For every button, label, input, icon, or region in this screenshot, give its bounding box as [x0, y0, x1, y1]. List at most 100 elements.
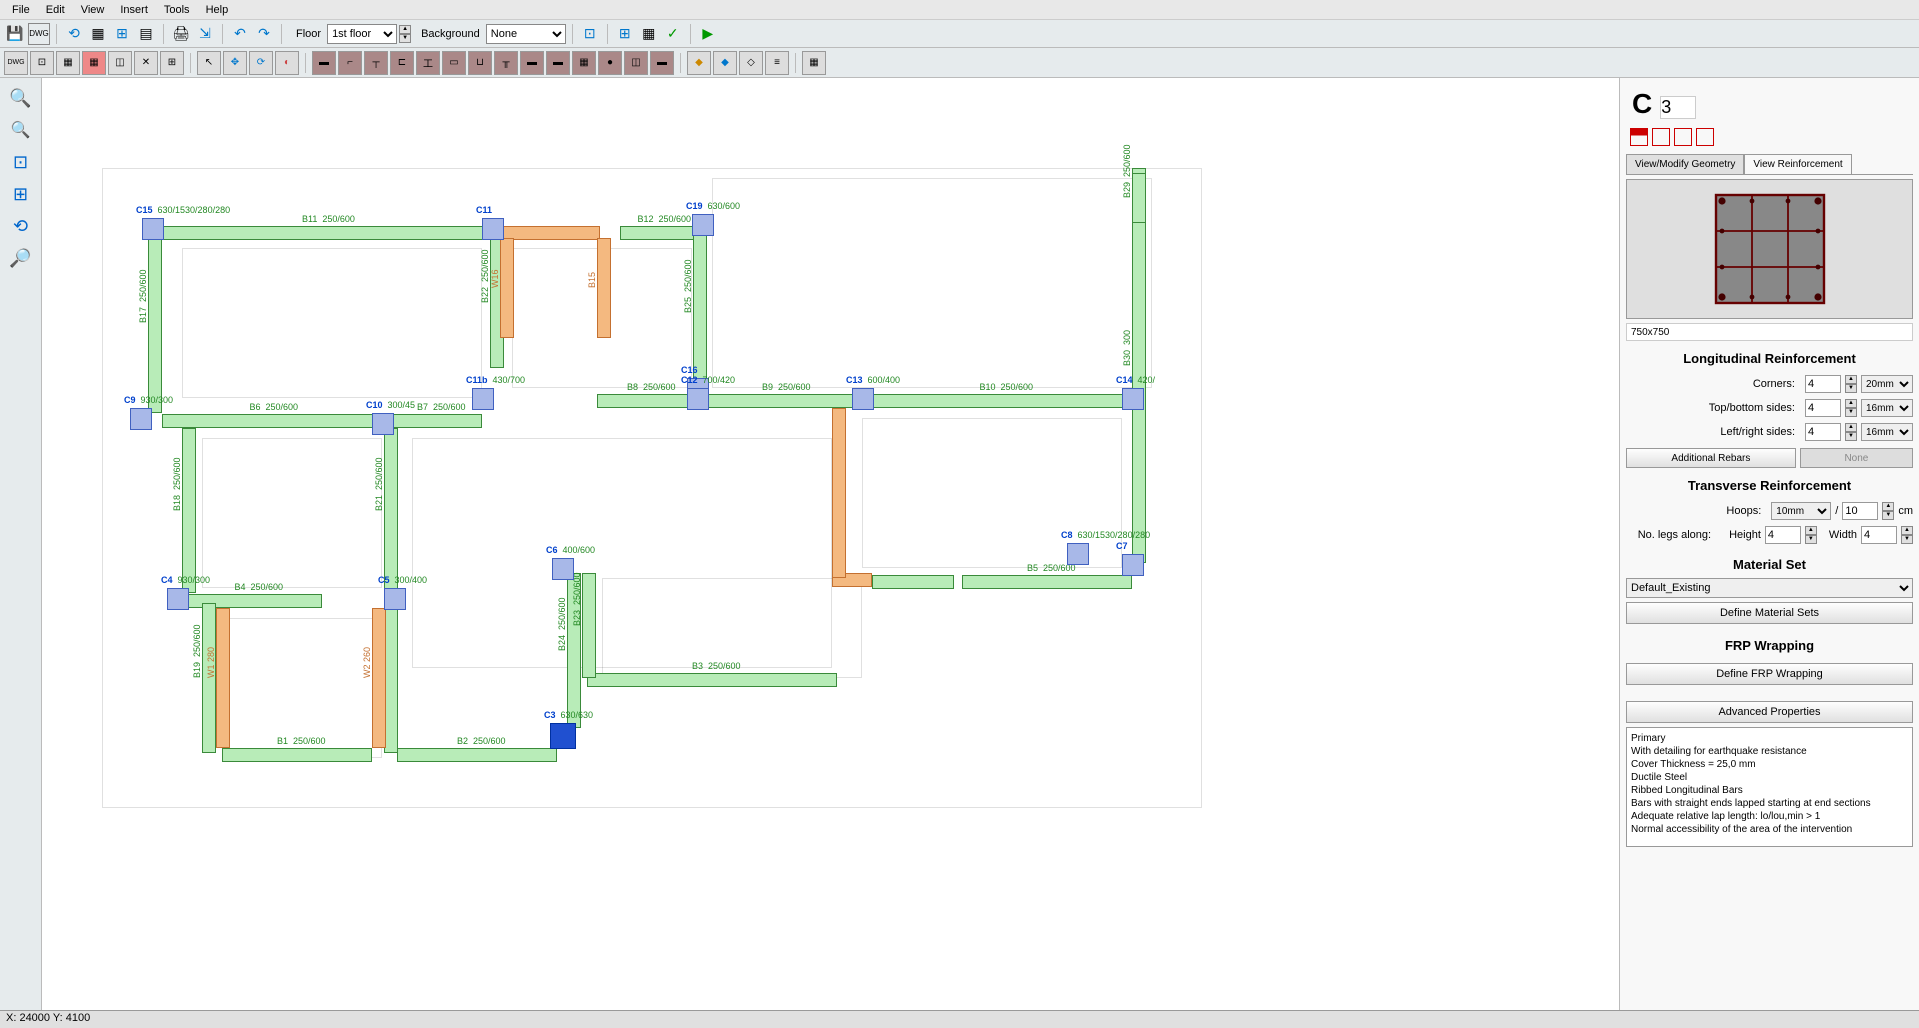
tool-3[interactable]: ▦	[56, 51, 80, 75]
toolbar-main: 💾 DWG ⟲ ▦ ⊞ ▤ 🖨 ⇲ ↶ ↷ Floor 1st floor ▲▼…	[0, 20, 1919, 48]
layers-icon[interactable]: ▦	[87, 23, 109, 45]
frp-title: FRP Wrapping	[1626, 638, 1913, 653]
long-reinf-title: Longitudinal Reinforcement	[1626, 351, 1913, 366]
legs-height-spinner[interactable]: ▲▼	[1805, 526, 1817, 544]
corners-spinner[interactable]: ▲▼	[1845, 375, 1857, 393]
menu-tools[interactable]: Tools	[156, 2, 198, 18]
grid-icon[interactable]: ⊞	[111, 23, 133, 45]
hoops-dia-select[interactable]: 10mm	[1771, 502, 1831, 520]
legs-width-input[interactable]	[1861, 526, 1897, 544]
zoom-in-icon[interactable]: 🔍	[3, 84, 39, 112]
tool-4[interactable]: ▦	[82, 51, 106, 75]
hatch-icon[interactable]: ▦	[802, 51, 826, 75]
menu-help[interactable]: Help	[198, 2, 237, 18]
orient-2-icon[interactable]	[1652, 128, 1670, 146]
section-u-icon[interactable]: ⊔	[468, 51, 492, 75]
tb-spinner[interactable]: ▲▼	[1845, 399, 1857, 417]
grid2-icon[interactable]: ⊞	[614, 23, 636, 45]
status-coords: X: 24000 Y: 4100	[6, 1012, 90, 1024]
section-cs-icon[interactable]: ◫	[624, 51, 648, 75]
section-i-icon[interactable]: 工	[416, 51, 440, 75]
canvas[interactable]: B11 250/600B12 250/600B6 250/600B7 250/6…	[42, 78, 1619, 1010]
stairs-icon[interactable]: ≡	[765, 51, 789, 75]
section-circ-icon[interactable]: ●	[598, 51, 622, 75]
define-material-button[interactable]: Define Material Sets	[1626, 602, 1913, 624]
legs-label: No. legs along:	[1638, 529, 1717, 541]
section-th-icon[interactable]: ▬	[650, 51, 674, 75]
tab-row: View/Modify Geometry View Reinforcement	[1626, 154, 1913, 175]
floor-select[interactable]: 1st floor	[327, 24, 397, 44]
element-number-input[interactable]	[1660, 96, 1696, 119]
dxf-icon[interactable]: DWG	[4, 51, 28, 75]
slab-icon[interactable]: ◆	[687, 51, 711, 75]
menu-view[interactable]: View	[73, 2, 113, 18]
section-cplx-icon[interactable]: ▦	[572, 51, 596, 75]
run-icon[interactable]: ▶	[697, 23, 719, 45]
define-frp-button[interactable]: Define FRP Wrapping	[1626, 663, 1913, 685]
background-select[interactable]: None	[486, 24, 566, 44]
section-h-icon[interactable]: ▬	[520, 51, 544, 75]
tool-5[interactable]: ◫	[108, 51, 132, 75]
menu-insert[interactable]: Insert	[112, 2, 156, 18]
menu-file[interactable]: File	[4, 2, 38, 18]
lr-spinner[interactable]: ▲▼	[1845, 423, 1857, 441]
hoops-spacing-input[interactable]	[1842, 502, 1878, 520]
orientation-icons	[1630, 128, 1909, 146]
rotate-icon[interactable]: ⟳	[249, 51, 273, 75]
dwg-icon[interactable]: DWG	[28, 23, 50, 45]
advanced-props-text: PrimaryWith detailing for earthquake res…	[1626, 727, 1913, 847]
zoom-prev-icon[interactable]: ⟲	[3, 212, 39, 240]
tab-reinforcement[interactable]: View Reinforcement	[1744, 154, 1851, 174]
sheet-icon[interactable]: ▤	[135, 23, 157, 45]
section-box-icon[interactable]: ▭	[442, 51, 466, 75]
section-rect-icon[interactable]: ▬	[312, 51, 336, 75]
menu-edit[interactable]: Edit	[38, 2, 73, 18]
section-tt-icon[interactable]: ╥	[494, 51, 518, 75]
zoom-window-icon[interactable]: ⊡	[3, 148, 39, 176]
slab2-icon[interactable]: ◆	[713, 51, 737, 75]
move-icon[interactable]: ✥	[223, 51, 247, 75]
section-z-icon[interactable]: ▬	[546, 51, 570, 75]
print-icon[interactable]: 🖨	[170, 23, 192, 45]
zoom-extents-icon[interactable]: ⊞	[3, 180, 39, 208]
tool-7[interactable]: ⊞	[160, 51, 184, 75]
tb-input[interactable]	[1805, 399, 1841, 417]
slab3-icon[interactable]: ◇	[739, 51, 763, 75]
hoops-spinner[interactable]: ▲▼	[1882, 502, 1894, 520]
view3d-icon[interactable]: ⊡	[579, 23, 601, 45]
additional-rebars-button[interactable]: Additional Rebars	[1626, 448, 1796, 468]
advanced-props-button[interactable]: Advanced Properties	[1626, 701, 1913, 723]
save-icon[interactable]: 💾	[4, 23, 26, 45]
orient-3-icon[interactable]	[1674, 128, 1692, 146]
select-icon[interactable]: ↖	[197, 51, 221, 75]
level-icon[interactable]: ▦	[638, 23, 660, 45]
refresh-icon[interactable]: ⟲	[63, 23, 85, 45]
section-dims-input[interactable]	[1626, 323, 1913, 341]
redo-icon[interactable]: ↷	[253, 23, 275, 45]
corners-dia-select[interactable]: 20mm	[1861, 375, 1913, 393]
floor-spinner[interactable]: ▲▼	[399, 25, 411, 43]
mirror-icon[interactable]: ◐	[275, 51, 299, 75]
orient-4-icon[interactable]	[1696, 128, 1714, 146]
corners-input[interactable]	[1805, 375, 1841, 393]
lr-input[interactable]	[1805, 423, 1841, 441]
tool-6[interactable]: ✕	[134, 51, 158, 75]
check-icon[interactable]: ✓	[662, 23, 684, 45]
zoom-all-icon[interactable]: 🔎	[3, 244, 39, 272]
tab-geometry[interactable]: View/Modify Geometry	[1626, 154, 1744, 174]
background-label: Background	[421, 28, 480, 40]
lr-dia-select[interactable]: 16mm	[1861, 423, 1913, 441]
undo-icon[interactable]: ↶	[229, 23, 251, 45]
export-icon[interactable]: ⇲	[194, 23, 216, 45]
material-select[interactable]: Default_Existing	[1626, 578, 1913, 598]
legs-height-input[interactable]	[1765, 526, 1801, 544]
legs-width-spinner[interactable]: ▲▼	[1901, 526, 1913, 544]
zoom-out-icon[interactable]: 🔍	[3, 116, 39, 144]
tb-dia-select[interactable]: 16mm	[1861, 399, 1913, 417]
tool-2[interactable]: ⊡	[30, 51, 54, 75]
section-c-icon[interactable]: ⊏	[390, 51, 414, 75]
orient-1-icon[interactable]	[1630, 128, 1648, 146]
section-t-icon[interactable]: ┬	[364, 51, 388, 75]
toolbar-elements: DWG ⊡ ▦ ▦ ◫ ✕ ⊞ ↖ ✥ ⟳ ◐ ▬ ⌐ ┬ ⊏ 工 ▭ ⊔ ╥ …	[0, 48, 1919, 78]
section-l-icon[interactable]: ⌐	[338, 51, 362, 75]
